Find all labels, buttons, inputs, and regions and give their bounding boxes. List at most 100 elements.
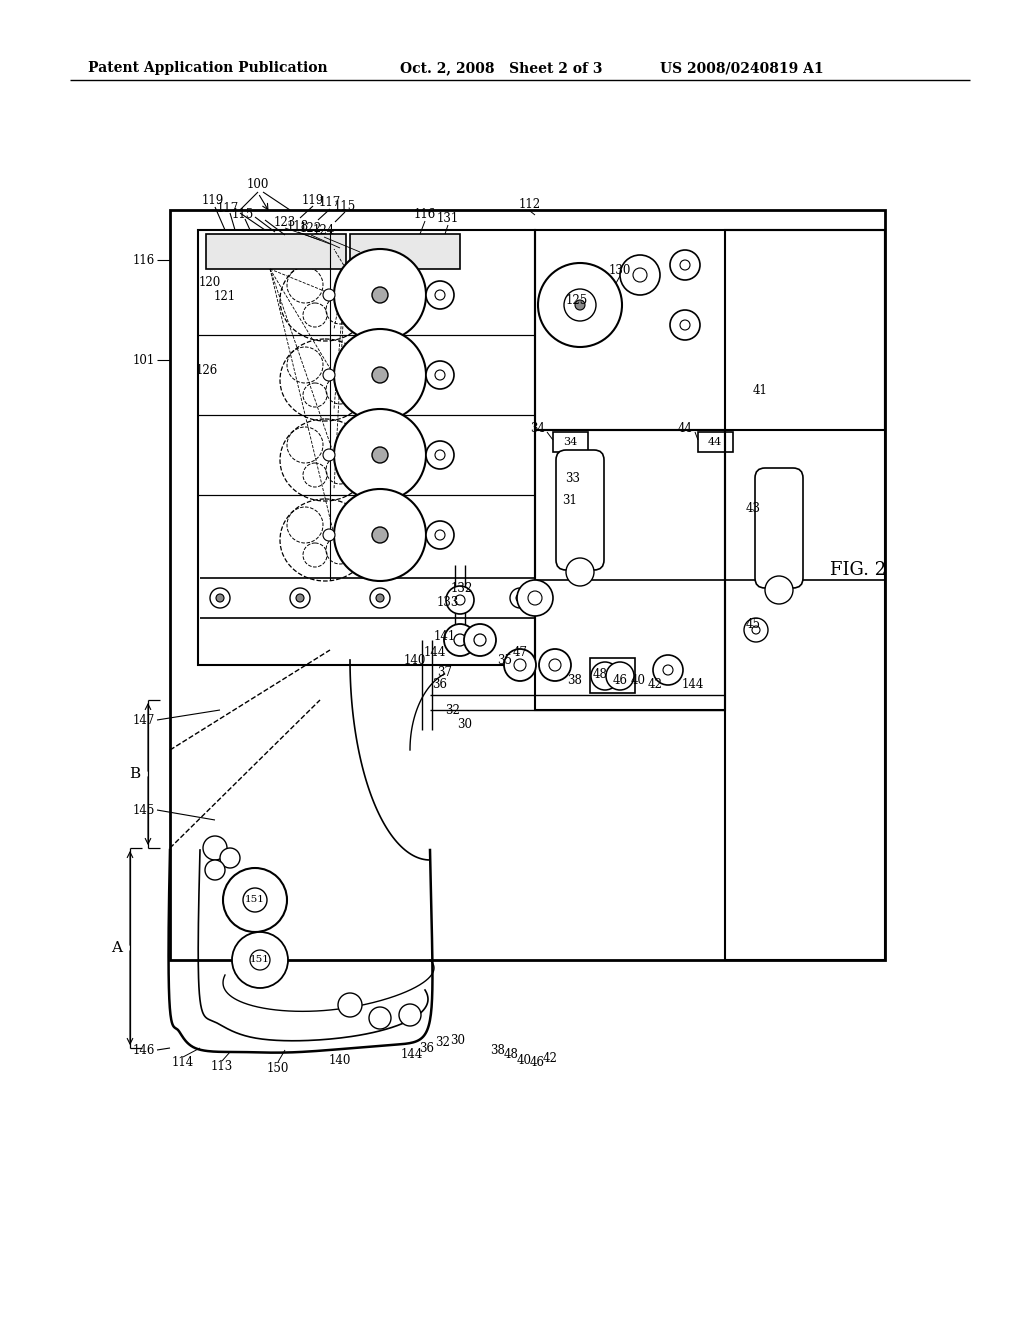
Circle shape [564,289,596,321]
Text: 48: 48 [593,668,607,681]
Bar [590,657,635,693]
Text: 47: 47 [512,645,527,659]
Circle shape [539,649,571,681]
Text: 37: 37 [437,665,453,678]
Text: 145: 145 [133,804,155,817]
Text: 112: 112 [519,198,541,211]
Text: 34: 34 [530,421,545,434]
Text: 130: 130 [609,264,631,276]
Bar [535,430,725,710]
Circle shape [474,634,486,645]
Circle shape [323,529,335,541]
Circle shape [528,591,542,605]
Circle shape [370,587,390,609]
Circle shape [680,319,690,330]
Circle shape [765,576,793,605]
Text: 40: 40 [631,673,645,686]
Text: 126: 126 [196,363,218,376]
Text: 147: 147 [133,714,155,726]
Text: 140: 140 [403,653,426,667]
Text: 32: 32 [435,1036,451,1049]
Circle shape [517,579,553,616]
Circle shape [426,281,454,309]
Circle shape [633,268,647,282]
Text: 119: 119 [302,194,325,206]
Circle shape [620,255,660,294]
Text: 116: 116 [133,253,155,267]
Circle shape [591,663,618,690]
Circle shape [290,587,310,609]
Text: 33: 33 [565,471,581,484]
Circle shape [456,594,464,602]
Circle shape [334,329,426,421]
Circle shape [670,310,700,341]
Circle shape [203,836,227,861]
Text: 36: 36 [420,1041,434,1055]
Circle shape [566,558,594,586]
Circle shape [680,260,690,271]
Text: 133: 133 [437,597,459,610]
Circle shape [538,263,622,347]
Circle shape [514,659,526,671]
Circle shape [426,441,454,469]
Circle shape [372,447,388,463]
Circle shape [205,861,225,880]
Text: 115: 115 [334,199,356,213]
Circle shape [450,587,470,609]
Circle shape [455,595,465,605]
Text: 144: 144 [682,678,705,692]
Circle shape [210,587,230,609]
Bar [170,210,885,960]
Text: 46: 46 [529,1056,545,1068]
Circle shape [446,586,474,614]
Circle shape [575,300,585,310]
Text: 115: 115 [231,207,254,220]
Text: 30: 30 [458,718,472,731]
Text: FIG. 2: FIG. 2 [830,561,886,579]
Circle shape [323,289,335,301]
Circle shape [670,249,700,280]
Circle shape [426,360,454,389]
Text: 151: 151 [250,956,270,965]
Text: 32: 32 [445,704,461,717]
Bar [698,432,733,451]
Text: 44: 44 [678,421,693,434]
Circle shape [752,626,760,634]
Circle shape [606,663,634,690]
Text: Oct. 2, 2008   Sheet 2 of 3: Oct. 2, 2008 Sheet 2 of 3 [400,61,602,75]
Text: 118: 118 [287,219,309,232]
Circle shape [653,655,683,685]
Circle shape [223,869,287,932]
Circle shape [399,1005,421,1026]
Text: 146: 146 [133,1044,155,1056]
Circle shape [435,531,445,540]
Text: 44: 44 [708,437,722,447]
Circle shape [435,370,445,380]
Circle shape [372,367,388,383]
Text: 117: 117 [318,197,341,210]
Text: 131: 131 [437,213,459,226]
Text: 45: 45 [745,619,761,631]
Text: 117: 117 [217,202,240,214]
Text: 119: 119 [202,194,224,206]
Circle shape [435,290,445,300]
Text: 36: 36 [432,678,447,692]
Circle shape [323,449,335,461]
Text: 122: 122 [300,223,323,235]
Circle shape [220,847,240,869]
Text: 43: 43 [745,502,761,515]
Text: 114: 114 [172,1056,195,1069]
Circle shape [516,594,524,602]
Text: 121: 121 [214,290,237,304]
Text: 144: 144 [424,645,446,659]
Text: 113: 113 [211,1060,233,1073]
Circle shape [426,521,454,549]
Bar [350,234,460,269]
FancyBboxPatch shape [755,469,803,587]
Circle shape [663,665,673,675]
Circle shape [435,450,445,459]
Bar [553,432,588,451]
Text: 120: 120 [199,276,221,289]
Text: 46: 46 [612,673,628,686]
Circle shape [376,594,384,602]
